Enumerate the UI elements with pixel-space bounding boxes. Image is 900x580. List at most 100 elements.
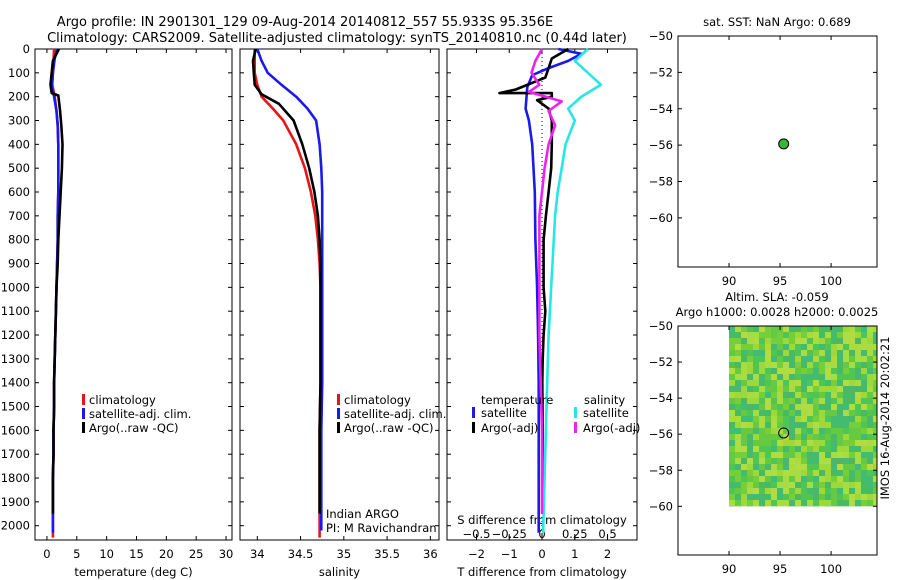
sla-cell: [837, 500, 844, 506]
sla-cell: [861, 494, 868, 500]
sla-cell: [819, 392, 826, 398]
sla-cell: [861, 398, 868, 404]
sla-cell: [813, 410, 820, 416]
sla-cell: [771, 500, 778, 506]
sla-cell: [735, 476, 742, 482]
sla-cell: [795, 338, 802, 344]
sla-cell: [849, 350, 856, 356]
sla-cell: [753, 434, 760, 440]
y-tick-label: −58: [649, 463, 673, 477]
series-argo-raw-qc--line: [251, 48, 322, 514]
panel-temperature: 0100200300400500600700800900100011001200…: [1, 42, 234, 579]
sla-cell: [753, 338, 760, 344]
y-tick-label: 1200: [1, 328, 30, 342]
x-tick-label: 0: [538, 547, 545, 561]
sla-cell: [825, 422, 832, 428]
sla-cell: [813, 350, 820, 356]
sla-cell: [825, 446, 832, 452]
x-tick-label: 20: [159, 547, 174, 561]
sla-cell: [789, 416, 796, 422]
legend-swatch: [82, 408, 85, 419]
sla-cell: [831, 452, 838, 458]
sla-cell: [873, 338, 877, 344]
series-argo-adj--line: [527, 48, 563, 514]
y-tick-label: 1600: [1, 423, 30, 437]
sla-cell: [765, 440, 772, 446]
sla-cell: [735, 434, 742, 440]
sla-cell: [807, 434, 814, 440]
sla-cell: [771, 470, 778, 476]
sla-cell: [783, 422, 790, 428]
sla-cell: [825, 368, 832, 374]
sla-cell: [747, 410, 754, 416]
sla-cell: [825, 482, 832, 488]
sla-cell: [765, 470, 772, 476]
sla-cell: [801, 398, 808, 404]
sla-cell: [735, 428, 742, 434]
sla-cell: [747, 356, 754, 362]
sla-cell: [867, 458, 874, 464]
sla-cell: [813, 452, 820, 458]
sla-cell: [855, 374, 862, 380]
panel-difference: −2 −1 0 1 2 T difference from climatology S di…: [446, 47, 640, 579]
y-tick-label: 700: [8, 209, 30, 223]
sla-cell: [747, 458, 754, 464]
sla-cell: [873, 458, 877, 464]
x-tick-label: 100: [820, 562, 842, 576]
sla-cell: [843, 482, 850, 488]
legend-swatch: [574, 407, 577, 418]
y-tick-label: 100: [8, 66, 30, 80]
sla-cell: [813, 482, 820, 488]
y-tick-label: −54: [649, 391, 673, 405]
sla-cell: [813, 416, 820, 422]
sla-cell: [813, 356, 820, 362]
sla-cell: [843, 344, 850, 350]
sla-cell: [753, 386, 760, 392]
sla-cell: [825, 476, 832, 482]
sla-cell: [849, 434, 856, 440]
sla-cell: [777, 416, 784, 422]
sla-cell: [825, 416, 832, 422]
sla-cell: [825, 410, 832, 416]
y-tick-label: 600: [8, 185, 30, 199]
sla-cell: [825, 350, 832, 356]
sla-cell: [741, 410, 748, 416]
sla-cell: [741, 344, 748, 350]
sla-cell: [813, 476, 820, 482]
sla-cell: [813, 344, 820, 350]
y-tick-label: −60: [649, 211, 673, 225]
sla-cell: [825, 434, 832, 440]
sla-cell: [789, 398, 796, 404]
sla-cell: [831, 344, 838, 350]
sla-cell: [759, 470, 766, 476]
sla-cell: [867, 326, 874, 332]
sla-cell: [843, 452, 850, 458]
sla-cell: [735, 470, 742, 476]
sla-cell: [813, 500, 820, 506]
sla-cell: [861, 380, 868, 386]
sla-cell: [753, 392, 760, 398]
sla-cell: [807, 332, 814, 338]
sla-cell: [867, 344, 874, 350]
sla-cell: [861, 422, 868, 428]
sla-cell: [747, 386, 754, 392]
sla-cell: [867, 362, 874, 368]
s-diff-tick-label: −0.5: [463, 527, 491, 541]
sla-cell: [819, 422, 826, 428]
sla-cell: [777, 482, 784, 488]
sla-cell: [813, 494, 820, 500]
sla-cell: [747, 452, 754, 458]
sla-cell: [825, 338, 832, 344]
sla-cell: [873, 452, 877, 458]
sla-cell: [849, 446, 856, 452]
argo-location-marker: [778, 138, 790, 150]
sla-cell: [789, 476, 796, 482]
map-title-line1: Altim. SLA: -0.059: [725, 290, 829, 304]
sla-cell: [741, 398, 748, 404]
sla-cell: [729, 458, 736, 464]
sla-cell: [747, 428, 754, 434]
sla-cell: [837, 398, 844, 404]
sla-cell: [849, 422, 856, 428]
sla-cell: [807, 476, 814, 482]
